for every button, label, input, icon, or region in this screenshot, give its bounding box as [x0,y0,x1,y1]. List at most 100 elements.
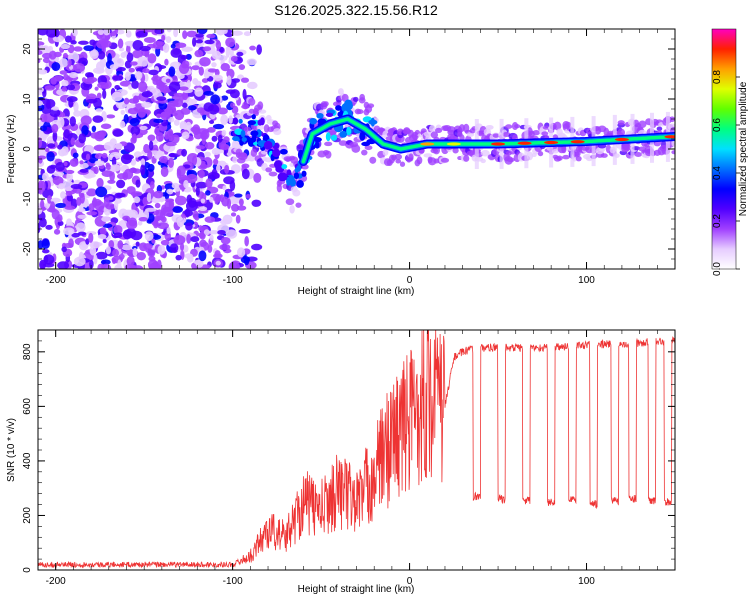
spectrogram-noise-blob [137,220,143,226]
spectrogram-noise-blob [141,101,152,108]
spectrogram-signal-clump [346,126,352,136]
spectrogram-noise-blob [241,163,250,169]
spectrogram-noise-blob [170,43,176,49]
spectrogram-noise-blob [181,131,190,140]
spectrogram-noise-blob [70,40,77,45]
spectrogram-noise-blob [103,141,116,151]
spectrogram-hotspot [614,137,629,142]
spectrogram-noise-blob [209,196,214,203]
spectrogram-noise-blob [83,45,95,52]
spectrogram-noise-blob [224,164,230,174]
spectrogram-noise-blob [209,234,214,242]
spectrogram-noise-blob [68,97,74,108]
spectrogram-halo-blob [423,153,433,158]
spectrogram-noise-blob [195,186,200,197]
spectrogram-halo-blob [323,101,329,107]
spectrogram-noise-blob [203,71,210,79]
spectrogram-noise-blob [147,150,153,160]
spectrogram-noise-blob [126,103,136,109]
spectrogram-noise-blob [158,156,168,164]
spectrogram-noise-blob [122,215,131,221]
spectrogram-noise-blob [134,71,143,80]
spectrogram-noise-blob [93,97,102,109]
spectrogram-noise-blob [186,79,191,88]
spectrogram-noise-blob [198,225,203,232]
spectrogram-noise-blob [95,134,105,140]
spectrogram-noise-blob [57,261,70,269]
spectrogram-noise-blob [70,137,76,146]
spectrogram-noise-blob [213,158,219,166]
spectrogram-noise-blob [137,155,150,161]
spectrogram-halo-blob [480,158,486,164]
snr-y-tick-label: 600 [22,398,33,415]
spectrogram-noise-blob [249,45,257,51]
spectrogram-noise-blob [54,75,63,82]
spectrogram-noise-blob [148,140,154,151]
spectrogram-noise-blob [73,256,86,267]
spectrogram-noise-blob [187,197,197,208]
spectrogram-noise-blob [203,102,214,112]
spectrogram-noise-blob [207,127,216,133]
spectrogram-noise-blob [146,192,152,203]
spectrogram-noise-blob [93,166,99,175]
spectrogram-signal-clump [335,105,342,111]
spectrogram-noise-blob [135,241,140,247]
spectrogram-halo-blob [289,205,295,214]
colorbar-tick-label: 0.8 [712,70,723,84]
spectrogram-noise-blob [48,176,53,182]
snr-y-axis-label: SNR (10 * v/v) [6,418,17,482]
spectrogram-noise-blob [126,256,135,267]
spectrogram-noise-blob [38,41,45,46]
spectrogram-noise-blob [77,231,87,236]
spectrogram-noise-blob [95,186,108,198]
spectrogram-noise-blob [89,259,94,269]
spectrogram-noise-blob [70,184,83,190]
spectrogram-noise-blob [65,169,75,174]
spectrogram-noise-blob [220,63,231,72]
spectrogram-noise-blob [38,222,41,234]
spectrogram-halo-blob [556,155,563,161]
spectrogram-noise-blob [179,121,188,129]
spectrogram-x-tick-label: 0 [407,275,413,286]
spectrogram-noise-blob [71,29,78,37]
spectrogram-noise-blob [127,209,139,220]
spectrogram-noise-blob [215,260,221,266]
spectrogram-signal-clump [241,137,247,142]
spectrogram-noise-blob [86,188,98,197]
spectrogram-signal-clump [279,148,288,155]
spectrogram-noise-blob [123,97,130,105]
spectrogram-noise-blob [69,158,79,167]
spectrogram-noise-blob [211,62,217,68]
spectrogram-noise-blob [124,60,132,69]
spectrogram-noise-blob [122,229,132,240]
spectrogram-noise-blob [180,55,188,60]
spectrogram-halo-blob [446,126,456,133]
spectrogram-signal-clump [294,167,300,173]
spectrogram-y-tick-label: 20 [22,43,33,55]
spectrogram-noise-blob [40,180,46,192]
spectrogram-noise-blob [194,49,204,58]
spectrogram-noise-blob [202,46,212,52]
spectrogram-noise-blob [205,190,211,196]
spectrogram-noise-blob [175,254,182,261]
spectrogram-noise-blob [217,229,226,235]
spectrogram-noise-blob [99,227,107,236]
spectrogram-noise-blob [81,125,89,137]
spectrogram-noise-blob [45,147,50,153]
spectrogram-noise-blob [185,222,193,231]
spectrogram-noise-blob [52,130,58,142]
spectrogram-noise-blob [215,40,222,50]
spectrogram-noise-blob [157,222,169,230]
spectrogram-noise-blob [38,206,43,215]
spectrogram-noise-blob [152,77,159,86]
spectrogram-noise-blob [236,247,246,258]
spectrogram-noise-blob [91,125,97,133]
spectrogram-noise-blob [103,29,111,36]
spectrogram-noise-blob [77,214,87,219]
spectrogram-noise-blob [190,236,200,243]
spectrogram-halo-blob [617,128,626,137]
spectrogram-halo-blob [250,148,258,157]
spectrogram-noise-blob [50,201,56,212]
spectrogram-halo-blob [394,153,403,160]
spectrogram-hotspot [491,142,506,146]
